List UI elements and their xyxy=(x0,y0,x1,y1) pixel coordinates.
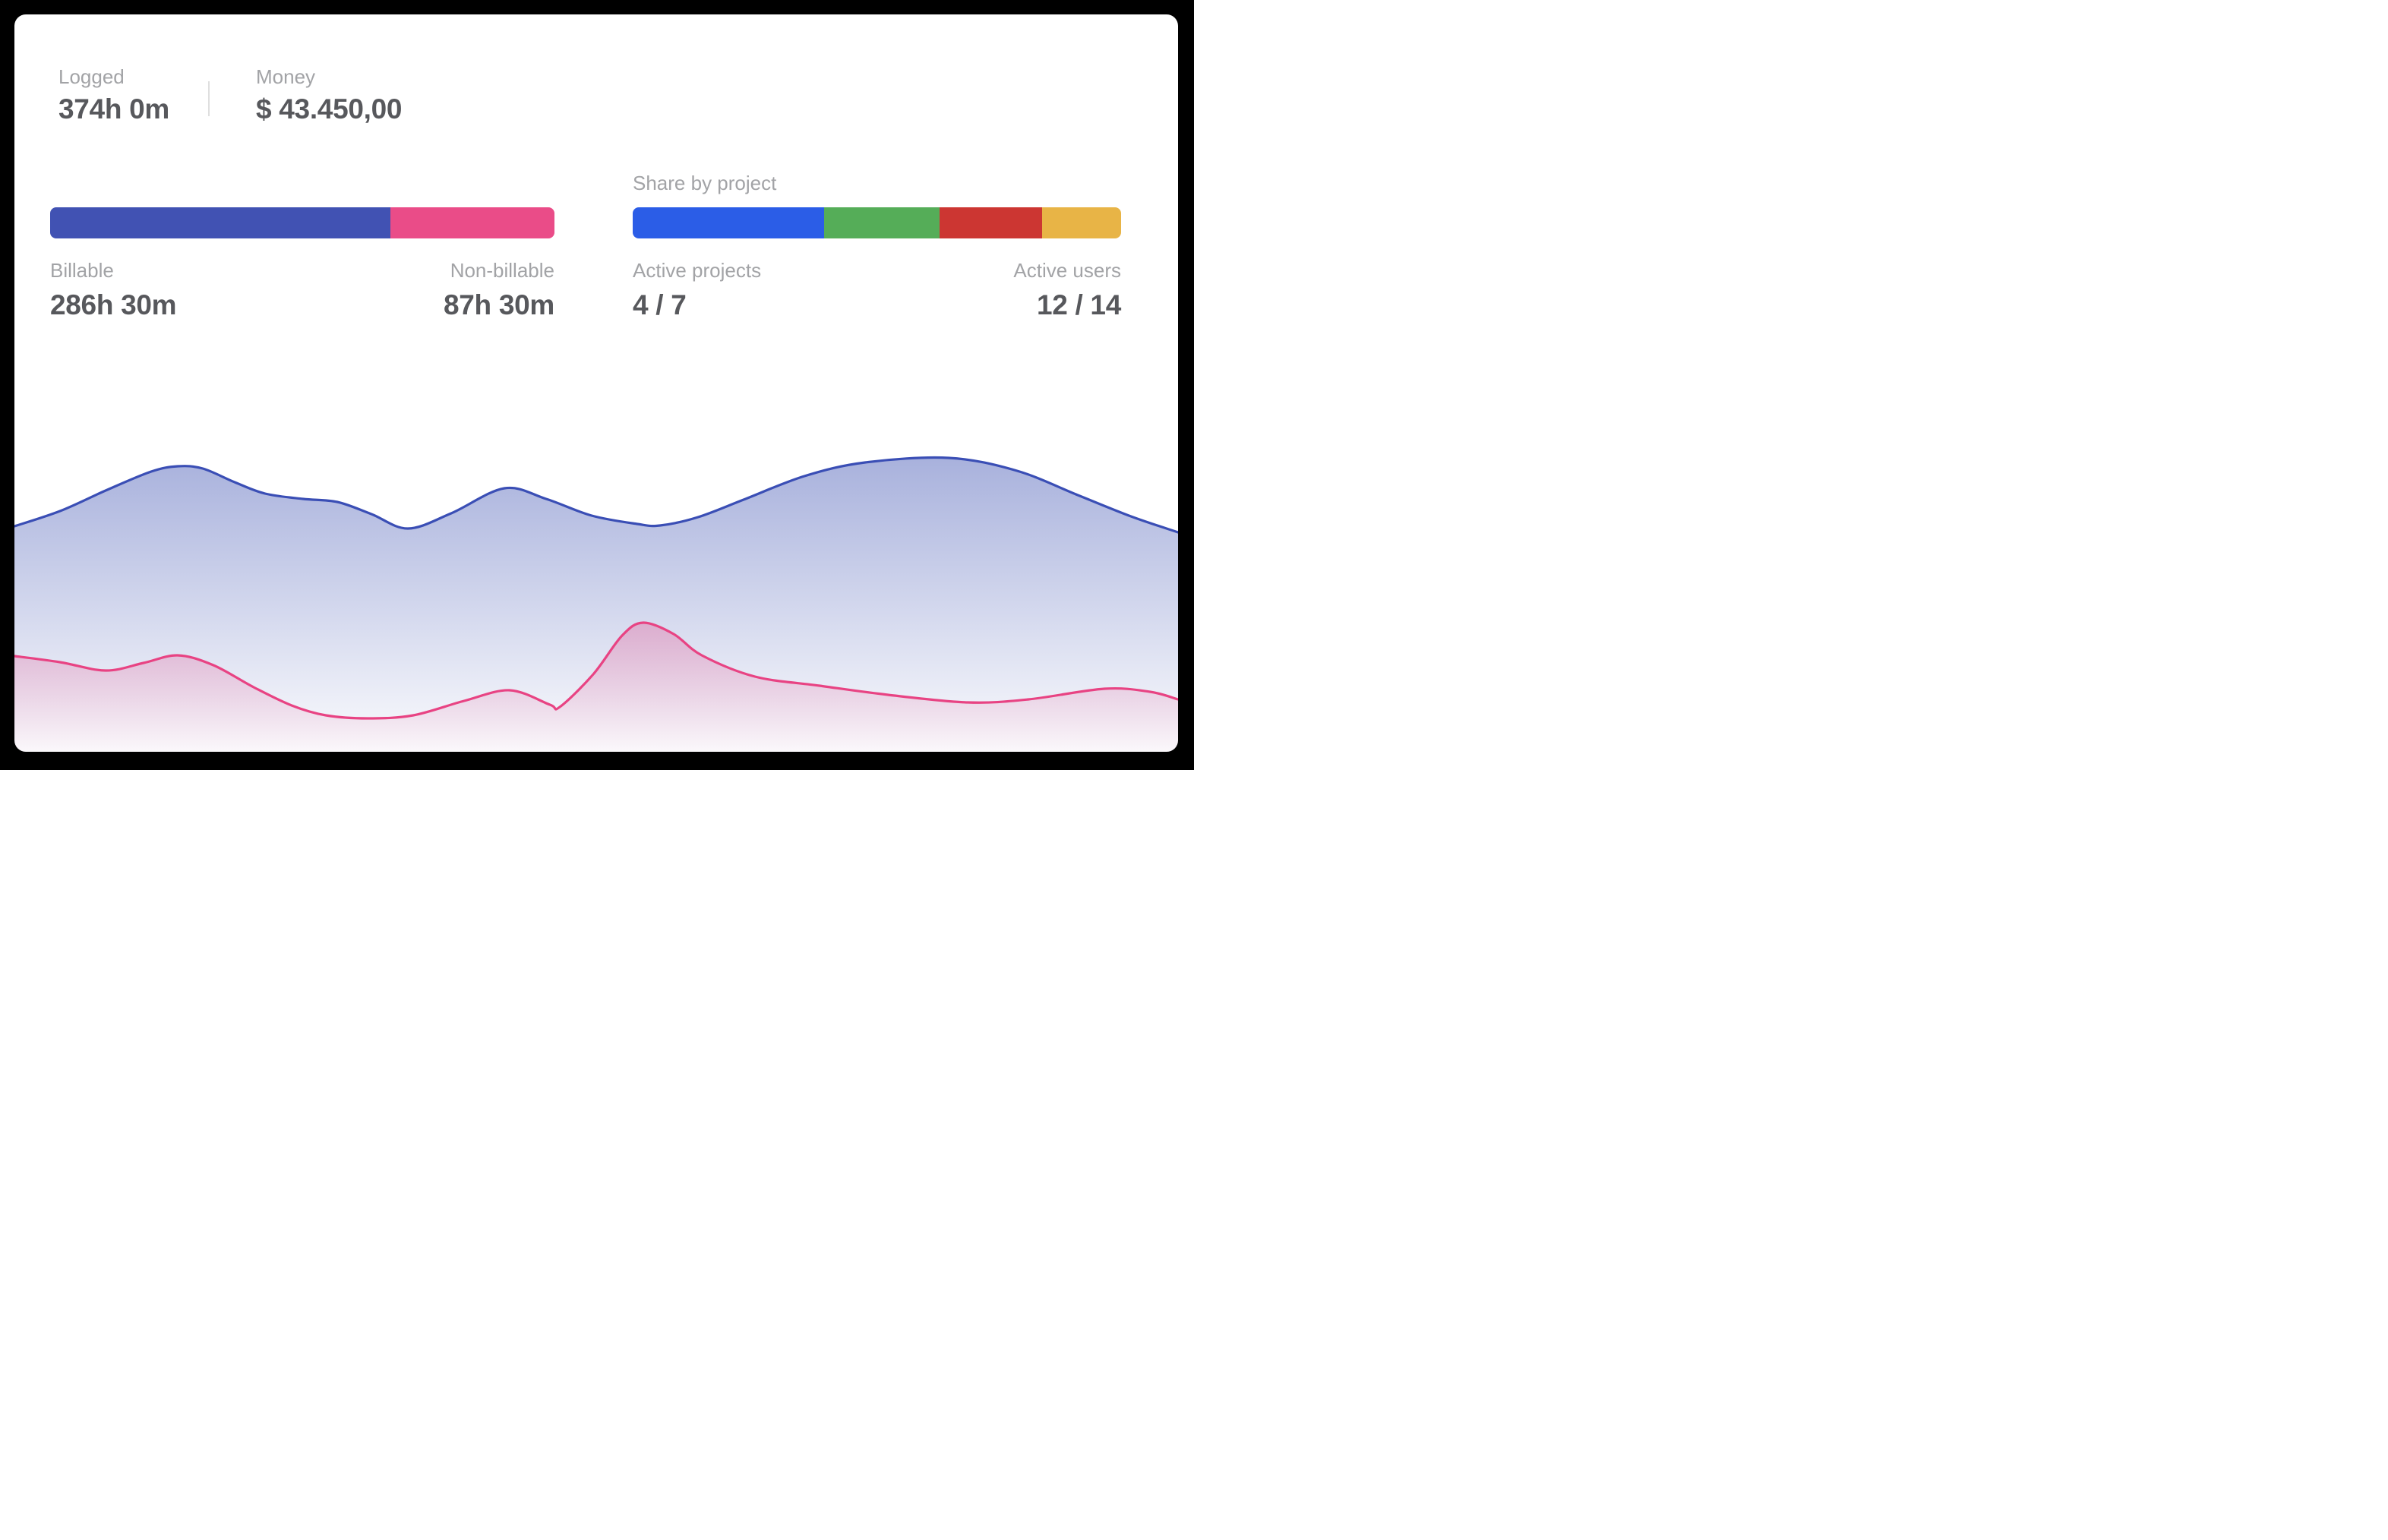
non_billable-series-line xyxy=(14,621,1178,720)
non-billable-label: Non-billable xyxy=(450,259,554,282)
money-stat: Money $ 43.450,00 xyxy=(256,65,402,125)
billable-value: 286h 30m xyxy=(50,289,177,320)
active-users-value: 12 / 14 xyxy=(1036,289,1121,320)
non_billable-series-area xyxy=(14,622,1178,752)
active-users-label: Active users xyxy=(1013,259,1121,282)
billable-label: Billable xyxy=(50,259,114,282)
billable-series-line xyxy=(14,456,1178,534)
share-caption-labels: Active projects Active users xyxy=(633,259,1121,282)
project-1-segment[interactable] xyxy=(633,207,825,238)
share-by-project-bar xyxy=(633,207,1121,238)
project-3-segment[interactable] xyxy=(939,207,1043,238)
billable-series-area xyxy=(14,457,1178,752)
hours-area-chart-svg xyxy=(14,456,1178,752)
active-projects-value: 4 / 7 xyxy=(633,289,687,320)
billable-caption-labels: Billable Non-billable xyxy=(50,259,554,282)
billable-split-bar xyxy=(50,207,554,238)
stat-divider xyxy=(208,81,210,116)
billable-caption-values: 286h 30m 87h 30m xyxy=(50,289,554,321)
share-caption-values: 4 / 7 12 / 14 xyxy=(633,289,1121,321)
logged-label: Logged xyxy=(58,65,125,88)
money-value: $ 43.450,00 xyxy=(256,93,403,125)
active-projects-label: Active projects xyxy=(633,259,762,282)
screenshot-frame: Logged 374h 0m Money $ 43.450,00 Share b… xyxy=(0,0,1194,770)
logged-value: 374h 0m xyxy=(58,93,169,125)
hours-area-chart xyxy=(14,435,1178,752)
non-billable-value: 87h 30m xyxy=(444,289,554,320)
logged-stat: Logged 374h 0m xyxy=(58,65,169,125)
time-report-card: Logged 374h 0m Money $ 43.450,00 Share b… xyxy=(14,14,1178,752)
project-4-segment[interactable] xyxy=(1042,207,1121,238)
non-billable-segment[interactable] xyxy=(390,207,554,238)
money-label: Money xyxy=(256,65,316,88)
project-2-segment[interactable] xyxy=(824,207,940,238)
share-by-project-title: Share by project xyxy=(633,172,777,194)
billable-segment[interactable] xyxy=(50,207,391,238)
